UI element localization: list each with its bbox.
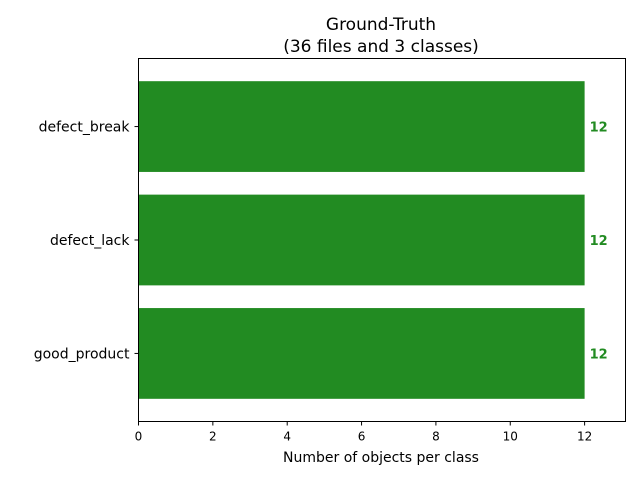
- data-label-defect-lack: 12: [590, 234, 608, 249]
- chart-title: Ground-Truth: [326, 15, 436, 35]
- y-tick-label-defect-lack: defect_lack: [50, 233, 130, 249]
- x-tick-label-12: 12: [577, 430, 592, 444]
- y-axis-labels: defect_break defect_lack good_product: [34, 120, 139, 362]
- bar-good-product: [138, 308, 585, 399]
- chart-subtitle: (36 files and 3 classes): [283, 37, 479, 57]
- y-tick-label-good-product: good_product: [34, 346, 130, 362]
- x-axis-ticks: 0 2 4 6 8 10 12: [135, 421, 592, 444]
- data-label-good-product: 12: [590, 347, 608, 362]
- axes-frame: [138, 58, 626, 422]
- x-tick-label-4: 4: [283, 430, 291, 444]
- x-tick-label-6: 6: [358, 430, 366, 444]
- data-labels-layer: 12 12 12: [590, 121, 608, 363]
- bars-layer: [138, 81, 585, 399]
- x-axis-label: Number of objects per class: [283, 450, 479, 466]
- y-tick-label-defect-break: defect_break: [39, 120, 131, 136]
- x-tick-label-0: 0: [135, 430, 143, 444]
- bar-defect-lack: [138, 194, 585, 286]
- x-tick-label-2: 2: [209, 430, 217, 444]
- x-tick-label-10: 10: [503, 430, 518, 444]
- data-label-defect-break: 12: [590, 121, 608, 136]
- x-tick-label-8: 8: [432, 430, 440, 444]
- bar-defect-break: [138, 81, 585, 172]
